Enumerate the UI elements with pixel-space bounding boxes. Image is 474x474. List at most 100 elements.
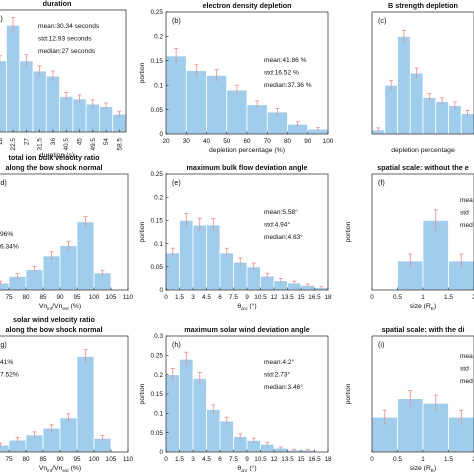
y-tick-label: 0.1 — [154, 411, 163, 418]
x-tick-label: 60 — [243, 138, 251, 145]
x-tick-label: 30 — [183, 138, 191, 145]
bar — [59, 245, 78, 291]
bar — [397, 36, 411, 135]
y-tick-label: 0.2 — [154, 194, 163, 201]
x-tick-label: 31.5 — [37, 138, 44, 151]
x-tick-label: 27 — [23, 138, 30, 146]
x-axis-label: Vnint/Vnext (%) — [39, 303, 81, 312]
bar — [448, 105, 462, 135]
y-tick-label: 0.3 — [154, 333, 163, 340]
bar — [206, 409, 221, 453]
bar — [99, 106, 114, 133]
x-tick-label: 90 — [56, 294, 64, 301]
x-tick-label: 0 — [164, 294, 168, 301]
panel-letter: (e) — [172, 178, 181, 187]
bar — [72, 98, 87, 133]
x-tick-label: 4.5 — [202, 456, 211, 463]
stat-annotation: std:12.93 seconds — [38, 36, 92, 43]
y-tick-label: 0.05 — [151, 107, 164, 114]
panel-i: 0 0.5 1 1.5 2 spatial scale: with the di (i) si… — [345, 325, 474, 474]
panel-a: 18 22.5 27 31.5 36 40.5 45 49.5 54 58.5 duration (a… — [0, 0, 127, 159]
stat-annotation: med — [460, 378, 473, 385]
x-axis-label: Vnint/Vnext (%) — [39, 465, 81, 474]
x-tick-label: 9 — [245, 456, 249, 463]
x-tick-label: 36 — [50, 138, 57, 146]
bar — [219, 252, 234, 291]
x-tick-label: 1.5 — [444, 456, 453, 463]
stat-annotation: 6.34% — [0, 244, 19, 251]
bar — [42, 255, 61, 291]
y-tick-label: 0 — [159, 287, 163, 294]
x-tick-label: 16.5 — [308, 456, 321, 463]
bar — [185, 70, 207, 135]
x-tick-label: 2 — [472, 456, 474, 463]
x-tick-label: 15 — [297, 456, 305, 463]
x-axis-label: size (RE) — [410, 465, 437, 474]
bar — [206, 75, 228, 135]
x-tick-label: 58.5 — [116, 138, 123, 151]
panel-subtitle: along the bow shock normal — [5, 163, 102, 172]
x-tick-label: 7.5 — [229, 456, 238, 463]
x-tick-label: 70 — [264, 138, 272, 145]
panel-title: total ion bulk velocity ratio — [8, 153, 100, 162]
bar — [42, 427, 61, 453]
y-axis-label: portion — [345, 221, 352, 242]
y-tick-label: 0.15 — [151, 391, 164, 398]
x-tick-label: 18 — [324, 456, 332, 463]
bar — [76, 356, 95, 453]
x-tick-label: 85 — [39, 294, 47, 301]
panel-letter: (a) — [0, 14, 3, 23]
x-tick-label: 105 — [106, 294, 117, 301]
bar — [59, 417, 78, 453]
x-tick-label: 0.5 — [393, 294, 402, 301]
panel-h: 0 1.5 3 4.5 6 7.5 9 10.5 12 13.5 15 16.5 18 0 0.05 0.1 0… — [139, 325, 332, 474]
bar — [165, 252, 180, 291]
x-tick-label: 0 — [370, 294, 374, 301]
panel-d: 75 80 85 90 95 100 105 110 total ion bulk veloci… — [0, 153, 134, 312]
bar — [409, 72, 424, 135]
stat-annotation: median:37.36 % — [264, 82, 312, 89]
x-tick-label: 12 — [270, 294, 278, 301]
x-tick-label: 10.5 — [254, 456, 267, 463]
x-tick-label: 0 — [370, 456, 374, 463]
stat-annotation: mean:5.58° — [264, 208, 298, 216]
x-tick-label: 90 — [304, 138, 312, 145]
stat-annotation: std — [460, 366, 469, 373]
stat-annotation: 96% — [0, 231, 13, 238]
y-axis-label: portion — [139, 62, 146, 83]
panel-title: maximum bulk flow deviation angle — [186, 163, 307, 172]
panel-b: 20 30 40 50 60 70 80 90 100 0 0.05 0.1 0.15 0.2 0.25 el… — [139, 1, 334, 154]
x-tick-label: 100 — [89, 456, 100, 463]
x-tick-label: 2 — [472, 294, 474, 301]
x-tick-label: 7.5 — [229, 294, 238, 301]
x-tick-label: 105 — [106, 456, 117, 463]
x-tick-label: 20 — [162, 138, 170, 145]
panel-g: 75 80 85 90 95 100 105 110 solar wind velocity r… — [0, 315, 134, 474]
x-tick-label: 18 — [324, 294, 332, 301]
x-tick-label: 95 — [73, 456, 81, 463]
x-axis-label: size (RE) — [410, 303, 437, 312]
bar — [0, 444, 10, 453]
stat-annotation: std:4.94° — [264, 221, 290, 229]
stat-annotation: mean:4.2° — [264, 358, 294, 366]
stat-annotation: std — [460, 210, 469, 217]
panel-title: spatial scale: without the e — [377, 163, 468, 172]
bar — [76, 221, 95, 291]
x-tick-label: 80 — [284, 138, 292, 145]
y-tick-label: 0.05 — [151, 264, 164, 271]
x-tick-label: 6 — [218, 456, 222, 463]
y-tick-label: 0.1 — [154, 82, 163, 89]
x-tick-label: 75 — [5, 294, 13, 301]
x-tick-label: 100 — [323, 138, 334, 145]
stat-annotation: median:3.46° — [264, 383, 303, 391]
x-tick-label: 6 — [218, 294, 222, 301]
stat-annotation: std:2.73° — [264, 371, 290, 379]
panel-subtitle: along the bow shock normal — [5, 325, 102, 334]
x-axis-label: θΔV (°) — [237, 302, 256, 312]
panel-letter: (b) — [172, 16, 181, 25]
stat-annotation: std:16.52 % — [264, 70, 299, 77]
bar — [32, 70, 47, 133]
panel-title: spatial scale: with the di — [382, 325, 465, 334]
panel-letter: (h) — [172, 340, 181, 349]
